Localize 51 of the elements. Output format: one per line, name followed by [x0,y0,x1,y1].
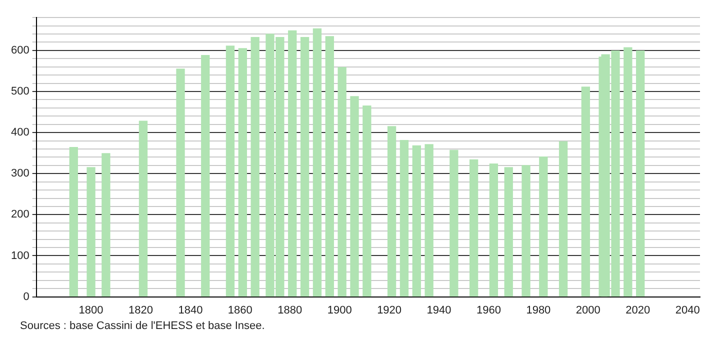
bar [350,96,359,297]
bar [522,165,530,297]
x-tick-label: 1860 [228,304,252,316]
bar [176,68,185,297]
x-tick-label: 1880 [278,304,302,316]
bar [201,55,210,297]
y-tick-label: 200 [10,208,30,221]
bar [412,145,421,297]
x-tick-label: 2000 [576,304,600,316]
x-tick-label: 1940 [426,304,452,316]
bar [300,36,310,297]
bar [238,48,247,297]
x-tick-label: 1840 [178,304,203,316]
bar [424,144,434,297]
x-tick-label: 1820 [128,304,153,316]
bar [288,30,297,297]
bar [469,159,478,297]
bar [504,167,513,297]
y-tick-label: 100 [10,250,30,262]
bar [489,163,498,297]
bar [312,28,322,297]
bar [362,106,372,297]
bar [226,46,235,297]
bar [138,120,148,297]
bar [400,140,409,297]
bar [624,47,632,297]
bar [250,36,260,297]
x-tick-label: 2020 [626,304,650,316]
source-note: Sources : base Cassini de l'EHESS et base Insee. [20,320,266,332]
x-tick-label: 1800 [78,304,104,316]
y-tick-label: 400 [10,126,30,139]
bar [69,147,78,297]
bar [102,153,110,297]
bar [86,167,96,297]
x-tick-label: 1980 [526,304,551,316]
bar [558,141,568,297]
bar [338,66,346,297]
bar [450,150,458,297]
x-tick-label: 1920 [377,304,402,316]
y-tick-label: 300 [10,168,30,180]
bar [387,126,396,297]
bar [539,156,548,297]
x-tick-label: 1960 [476,304,501,316]
bar [325,36,334,297]
bar [581,86,590,297]
y-tick-label: 0 [23,290,30,303]
y-tick-label: 500 [10,86,30,98]
bar [636,50,645,297]
x-tick-label: 2040 [675,304,700,316]
y-tick-label: 600 [10,44,30,56]
x-tick-label: 1900 [327,304,352,316]
